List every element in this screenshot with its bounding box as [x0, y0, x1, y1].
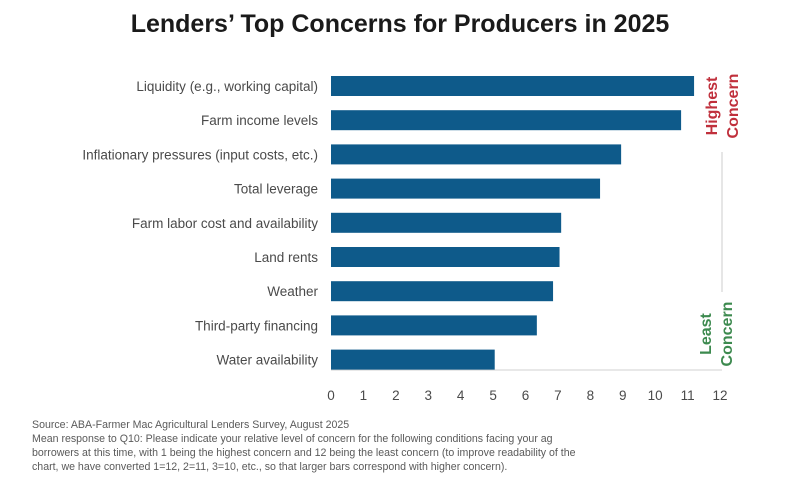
- x-tick-label: 9: [619, 388, 627, 403]
- bar[interactable]: [331, 247, 560, 267]
- bar[interactable]: [331, 212, 562, 233]
- note-line: chart, we have converted 1=12, 2=11, 3=1…: [32, 461, 508, 473]
- bar[interactable]: [331, 349, 495, 370]
- chart-title: Lenders’ Top Concerns for Producers in 2…: [130, 10, 670, 38]
- x-tick-label: 6: [522, 388, 530, 403]
- source-note: Source: ABA-Farmer Mac Agricultural Lend…: [32, 419, 350, 431]
- x-tick-label: 5: [489, 388, 497, 403]
- note-line: Mean response to Q10: Please indicate yo…: [32, 433, 553, 445]
- bar[interactable]: [331, 315, 537, 336]
- annotation-highest: Highest: [704, 76, 721, 135]
- annotation-concern-high: Concern: [725, 74, 742, 139]
- annotation-concern-low: Concern: [719, 302, 736, 367]
- bar-chart: Liquidity (e.g., working capital) Farm in…: [82, 74, 742, 403]
- category-label: Farm labor cost and availability: [132, 216, 318, 231]
- bar[interactable]: [331, 76, 695, 96]
- x-tick-label: 3: [424, 388, 432, 403]
- category-label: Water availability: [216, 353, 318, 368]
- category-label: Third-party financing: [195, 318, 318, 333]
- annotation-least: Least: [698, 312, 715, 354]
- bar[interactable]: [331, 144, 622, 165]
- category-label: Farm income levels: [201, 113, 318, 128]
- category-label: Land rents: [254, 250, 318, 265]
- x-tick-label: 11: [681, 388, 695, 403]
- x-tick-label: 2: [392, 388, 400, 403]
- category-label: Total leverage: [234, 182, 318, 197]
- note-line: borrowers at this time, with 1 being the…: [32, 447, 576, 459]
- x-tick-label: 12: [712, 388, 727, 403]
- bar[interactable]: [331, 178, 601, 199]
- x-tick-label: 1: [360, 388, 368, 403]
- bar[interactable]: [331, 281, 554, 302]
- x-tick-label: 10: [648, 388, 663, 403]
- x-tick-label: 4: [457, 388, 465, 403]
- x-tick-label: 0: [327, 388, 335, 403]
- category-label: Weather: [267, 284, 318, 299]
- category-label: Liquidity (e.g., working capital): [136, 79, 318, 94]
- category-label: Inflationary pressures (input costs, etc…: [82, 147, 318, 162]
- bar[interactable]: [331, 110, 682, 131]
- chart-footer: Source: ABA-Farmer Mac Agricultural Lend…: [32, 418, 772, 474]
- x-tick-label: 7: [554, 388, 562, 403]
- x-tick-label: 8: [587, 388, 595, 403]
